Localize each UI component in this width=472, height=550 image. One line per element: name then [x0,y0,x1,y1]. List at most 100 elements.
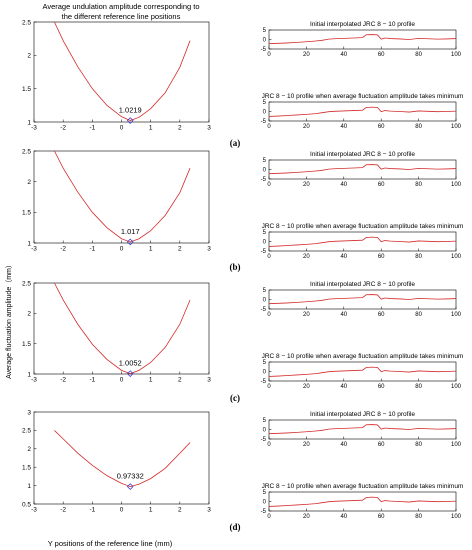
profile-a-initial-ytick-label: 0 [263,38,267,44]
profile-a-minimum-xtick-label: 0 [267,124,271,130]
profile-a-minimum-xtick-label: 80 [415,124,422,130]
amplitude-c-ytick-label: 1.5 [22,341,31,348]
amplitude-c-ytick-label: 2 [27,311,31,318]
amplitude-chart-d: -3 -2 -1 0 1 2 3 0.5 1 1.5 2 2.5 3 0.97332 [22,409,211,513]
minimum-value-label-b: 1.017 [121,227,140,236]
profile-c-minimum-ytick-label: -5 [261,379,267,385]
amplitude-d-xtick-label: 1 [149,507,153,514]
profile-b-minimum-ytick-label: -5 [261,249,267,255]
profile-a-minimum-xtick-label: 40 [340,124,347,130]
profile-a-initial-xtick-label: 20 [303,52,310,58]
profile-c-initial-xtick-label: 60 [378,312,385,318]
amplitude-d-ytick-label: 2 [27,446,31,453]
profile-c-initial-xtick-label: 80 [415,312,422,318]
profile-b-initial-ytick-label: 5 [263,158,267,164]
profile-c-minimum-xtick-label: 60 [378,384,385,390]
profile-c-minimum-ytick-label: 0 [263,370,267,376]
profile-c-minimum-xtick-label: 0 [267,384,271,390]
amplitude-b-ytick-label: 2.5 [22,148,31,155]
minimum-marker-a [126,117,134,124]
profile-title-a-minimum: JRC 8 − 10 profile when average fluctuat… [262,93,464,100]
minimum-marker-c [126,370,134,377]
amplitude-b-ytick-label: 1.5 [22,210,31,217]
profile-c-minimum-ytick-label: 5 [263,360,267,366]
amplitude-chart-c: -3 -2 -1 0 1 2 3 1 1.5 2 2.5 1.0052 [22,280,211,383]
amplitude-d-ytick-label: 0.5 [22,501,31,508]
amplitude-curve-a [54,21,191,121]
profile-title-b-initial: Initial interpolated JRC 8 − 10 profile [310,151,415,158]
profile-a-initial-xtick-label: 100 [451,52,462,58]
profile-a-initial-xtick-label: 60 [378,52,385,58]
profile-b-initial-xtick-label: 100 [451,182,462,188]
profile-b-initial-axes-frame [268,159,457,180]
minimum-marker-b [126,238,134,246]
amplitude-c-xtick-label: -3 [31,377,37,384]
amplitude-a-xtick-label: 1 [149,125,153,132]
profile-curve-d-minimum [268,496,457,507]
profile-b-initial-xtick-label: 0 [267,182,271,188]
profile-c-initial-ytick-label: -5 [261,307,267,313]
x-axis-label: Y positions of the reference line (mm) [48,539,173,548]
profile-chart-d-initial: Initial interpolated JRC 8 − 10 profile 0… [261,411,462,448]
amplitude-d-ytick-label: 3 [27,409,31,416]
profile-b-minimum-xtick-label: 80 [415,254,422,260]
amplitude-d-xtick-label: -2 [60,507,66,514]
profile-a-initial-ytick-label: -5 [261,47,267,53]
profile-b-initial-xtick-label: 40 [340,182,347,188]
profile-b-initial-xtick-label: 20 [303,182,310,188]
amplitude-d-xtick-label: 0 [120,507,124,514]
profile-title-b-minimum: JRC 8 − 10 profile when average fluctuat… [262,223,464,230]
profile-title-a-initial: Initial interpolated JRC 8 − 10 profile [310,21,415,28]
amplitude-a-xtick-label: 2 [178,125,182,132]
profile-title-c-initial: Initial interpolated JRC 8 − 10 profile [310,281,415,288]
profile-c-initial-xtick-label: 100 [451,312,462,318]
profile-d-initial-axes-frame [268,419,457,440]
panel-caption-a: (a) [230,138,241,148]
profile-d-minimum-ytick-label: 5 [263,490,267,496]
amplitude-a-ytick-label: 2 [27,53,31,60]
profile-title-d-initial: Initial interpolated JRC 8 − 10 profile [310,411,415,418]
amplitude-a-xtick-label: 3 [207,125,211,132]
amplitude-c-xtick-label: 0 [120,377,124,384]
profile-d-minimum-xtick-label: 80 [415,514,422,520]
profile-d-initial-xtick-label: 0 [267,442,271,448]
profile-c-initial-xtick-label: 0 [267,312,271,318]
minimum-value-label-d: 0.97332 [117,472,144,481]
amplitude-c-ytick-label: 2.5 [22,280,31,287]
profile-d-initial-xtick-label: 40 [340,442,347,448]
figure-title-line2: the different reference line positions [62,12,181,21]
profile-curve-b-initial [268,164,457,175]
profile-d-initial-xtick-label: 80 [415,442,422,448]
profile-d-minimum-xtick-label: 60 [378,514,385,520]
amplitude-b-xtick-label: 2 [178,246,182,253]
profile-d-initial-xtick-label: 60 [378,442,385,448]
profile-a-minimum-ytick-label: 0 [263,110,267,116]
amplitude-d-xtick-label: -3 [31,507,37,514]
profile-c-minimum-xtick-label: 100 [451,384,462,390]
figure-title-line1: Average undulation amplitude correspondi… [42,2,199,11]
profile-b-minimum-ytick-label: 0 [263,240,267,246]
amplitude-b-xtick-label: -2 [60,246,66,253]
profile-d-minimum-xtick-label: 100 [451,514,462,520]
amplitude-a-xtick-label: 0 [120,125,124,132]
panel-caption-b: (b) [230,262,241,272]
amplitude-a-ytick-label: 1 [27,119,31,126]
amplitude-b-ytick-label: 1 [27,240,31,247]
profile-d-initial-ytick-label: 5 [263,418,267,424]
profile-a-initial-ytick-label: 5 [263,28,267,34]
panel-caption-c: (c) [230,393,240,403]
profile-d-initial-xtick-label: 20 [303,442,310,448]
amplitude-chart-a: -3 -2 -1 0 1 2 3 1 1.5 2 2.5 1.0219 [22,19,211,131]
amplitude-d-xtick-label: 3 [207,507,211,514]
amplitude-a-xtick-label: -2 [60,125,66,132]
amplitude-b-xtick-label: 0 [120,246,124,253]
amplitude-b-xtick-label: 3 [207,246,211,253]
profile-chart-c-minimum: JRC 8 − 10 profile when average fluctuat… [261,353,464,390]
profile-c-initial-ytick-label: 0 [263,298,267,304]
profile-c-initial-xtick-label: 20 [303,312,310,318]
profile-curve-d-initial [268,424,457,435]
amplitude-a-xtick-label: -1 [89,125,95,132]
profile-chart-d-minimum: JRC 8 − 10 profile when average fluctuat… [261,483,464,520]
profile-b-minimum-ytick-label: 5 [263,230,267,236]
